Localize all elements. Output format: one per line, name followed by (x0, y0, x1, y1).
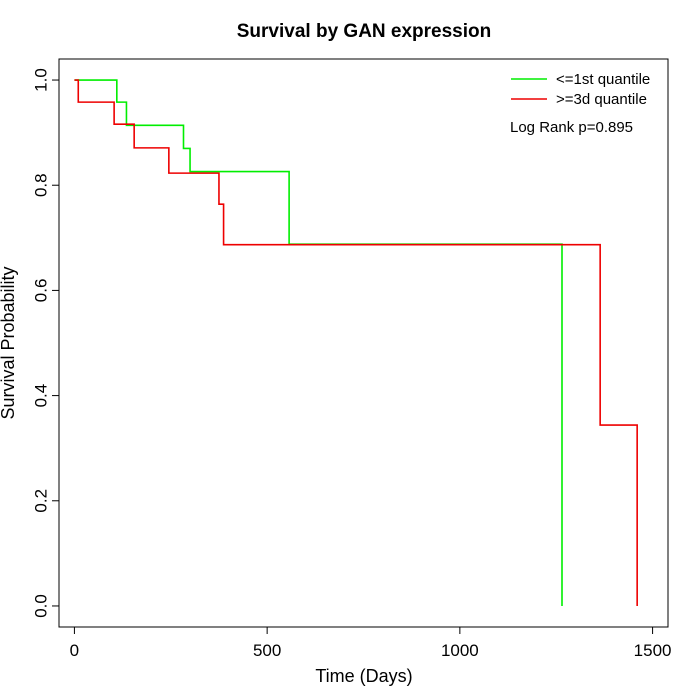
x-axis: 0 500 1000 1500 (70, 626, 672, 660)
x-tick-label: 1500 (634, 641, 672, 660)
y-tick-label: 0.8 (32, 173, 51, 197)
log-rank-annotation: Log Rank p=0.895 (510, 119, 633, 136)
y-tick-label: 1.0 (32, 68, 51, 92)
y-tick-label: 0.4 (32, 384, 51, 408)
y-axis: 0.0 0.2 0.4 0.6 0.8 1.0 (32, 68, 60, 618)
legend: <=1st quantile >=3d quantile (511, 71, 650, 108)
plot-lines (74, 79, 638, 606)
y-tick-label: 0.2 (32, 489, 51, 513)
y-tick-label: 0.6 (32, 279, 51, 303)
x-tick-label: 0 (70, 641, 79, 660)
legend-label-1: <=1st quantile (556, 71, 650, 88)
chart-title: Survival by GAN expression (237, 21, 492, 42)
y-tick-label: 0.0 (32, 594, 51, 618)
plot-area-frame (58, 58, 669, 628)
series-line-2 (74, 79, 638, 606)
y-axis-label: Survival Probability (0, 266, 18, 419)
legend-label-2: >=3d quantile (556, 91, 647, 108)
series-line-1 (74, 79, 563, 606)
x-tick-label: 500 (253, 641, 281, 660)
x-axis-label: Time (Days) (315, 666, 412, 686)
x-tick-label: 1000 (441, 641, 479, 660)
